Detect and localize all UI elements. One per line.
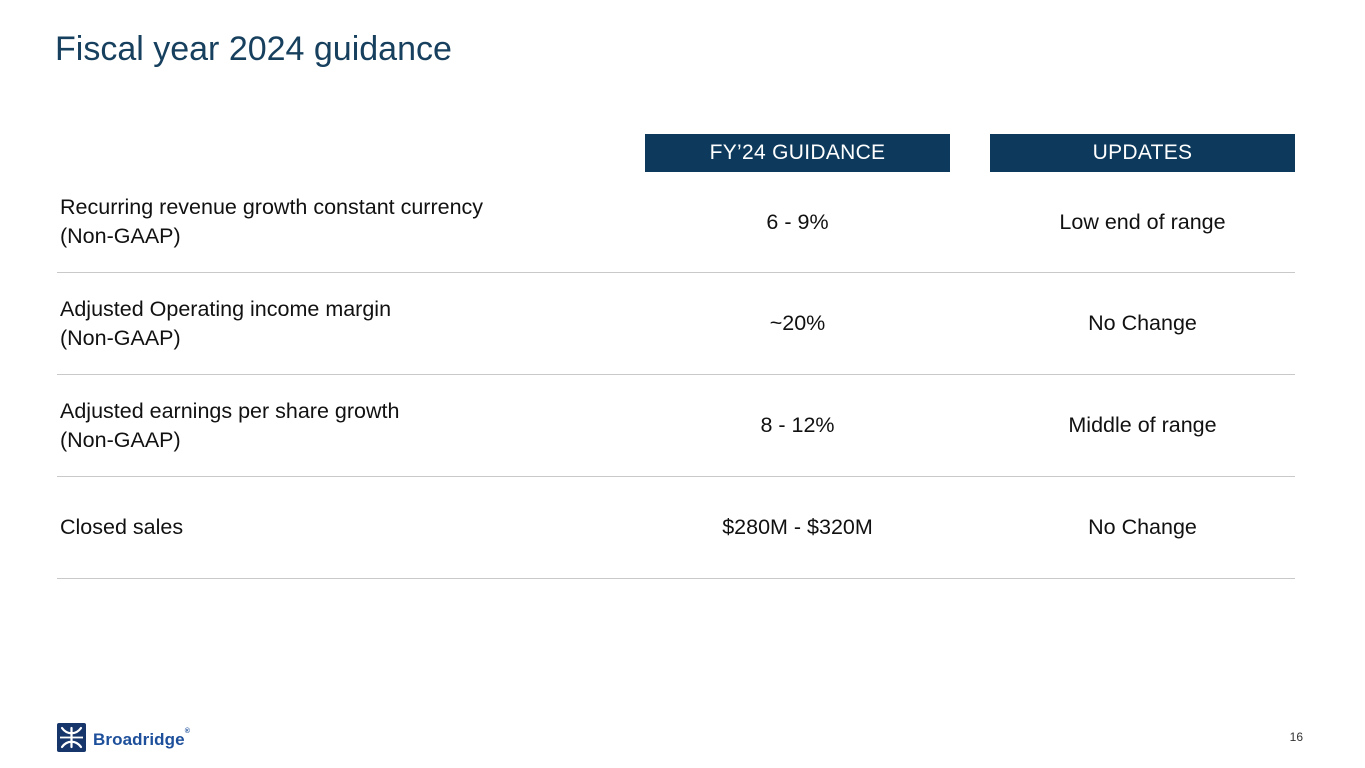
row-label: Adjusted earnings per share growth (Non-… — [57, 397, 645, 454]
row-label-line1: Adjusted earnings per share growth — [60, 398, 400, 423]
update-value: No Change — [1088, 515, 1197, 539]
footer-logo: Broadridge® — [57, 723, 190, 757]
page-number: 16 — [1289, 730, 1303, 744]
guidance-value: 8 - 12% — [760, 413, 835, 437]
table-header-row: FY’24 GUIDANCE UPDATES — [57, 134, 1295, 172]
table-row: Adjusted earnings per share growth (Non-… — [57, 375, 1295, 477]
broadridge-logo-icon — [57, 723, 86, 757]
logo-wordmark: Broadridge® — [93, 728, 190, 749]
page-title: Fiscal year 2024 guidance — [55, 30, 452, 68]
guidance-value: ~20% — [769, 311, 826, 335]
table-row: Adjusted Operating income margin (Non-GA… — [57, 273, 1295, 375]
row-label-line2: (Non-GAAP) — [60, 427, 181, 452]
update-value: Low end of range — [1059, 209, 1226, 234]
row-label-line2: (Non-GAAP) — [60, 325, 181, 350]
table-row: Closed sales $280M - $320M No Change — [57, 477, 1295, 579]
row-label-line1: Closed sales — [60, 515, 184, 540]
column-header-guidance: FY’24 GUIDANCE — [645, 134, 950, 172]
column-header-updates: UPDATES — [990, 134, 1295, 172]
row-label: Adjusted Operating income margin (Non-GA… — [57, 295, 645, 352]
table-row: Recurring revenue growth constant curren… — [57, 172, 1295, 273]
row-label-line1: Recurring revenue growth constant curren… — [60, 195, 484, 220]
row-label: Closed sales — [57, 513, 645, 542]
row-label: Recurring revenue growth constant curren… — [57, 193, 645, 250]
row-label-line2: (Non-GAAP) — [60, 224, 181, 248]
update-value: No Change — [1088, 311, 1197, 335]
guidance-value: $280M - $320M — [722, 515, 873, 539]
update-value: Middle of range — [1068, 413, 1217, 437]
guidance-table: FY’24 GUIDANCE UPDATES Recurring revenue… — [57, 134, 1295, 579]
registered-trademark-symbol: ® — [184, 728, 190, 736]
row-label-line1: Adjusted Operating income margin — [60, 296, 392, 321]
guidance-value: 6 - 9% — [766, 209, 829, 234]
